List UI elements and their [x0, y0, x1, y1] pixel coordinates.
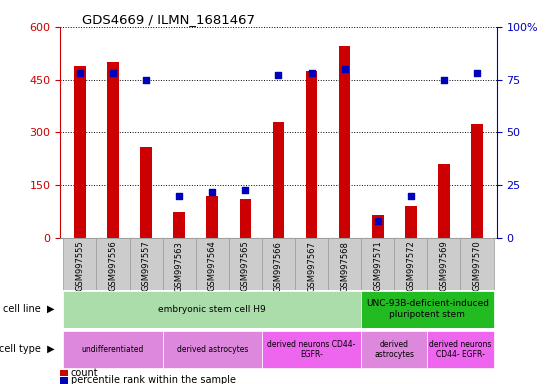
- Text: GSM997567: GSM997567: [307, 241, 316, 291]
- Point: [241, 187, 250, 193]
- Bar: [438, 164, 450, 238]
- Bar: [163, 331, 262, 368]
- Point: [440, 76, 448, 83]
- Point: [274, 73, 283, 79]
- Text: GSM997566: GSM997566: [274, 241, 283, 291]
- Text: GSM997557: GSM997557: [141, 241, 151, 291]
- Point: [109, 70, 117, 76]
- Bar: [394, 238, 428, 290]
- Text: GSM997569: GSM997569: [440, 241, 448, 291]
- Point: [340, 66, 349, 72]
- Point: [142, 76, 151, 83]
- Bar: [428, 238, 460, 290]
- Text: GSM997568: GSM997568: [340, 241, 349, 291]
- Bar: [372, 215, 383, 238]
- Point: [175, 193, 183, 199]
- Point: [373, 218, 382, 224]
- Bar: [195, 238, 229, 290]
- Text: derived
astrocytes: derived astrocytes: [374, 340, 414, 359]
- Bar: [339, 46, 351, 238]
- Bar: [63, 331, 163, 368]
- Text: GDS4669 / ILMN_1681467: GDS4669 / ILMN_1681467: [82, 13, 255, 26]
- Point: [307, 70, 316, 76]
- Bar: [129, 238, 163, 290]
- Bar: [295, 238, 328, 290]
- Bar: [361, 291, 494, 328]
- Bar: [163, 238, 195, 290]
- Text: GSM997556: GSM997556: [109, 241, 117, 291]
- Bar: [405, 207, 417, 238]
- Bar: [361, 331, 428, 368]
- Text: derived neurons
CD44- EGFR-: derived neurons CD44- EGFR-: [429, 340, 491, 359]
- Bar: [63, 291, 361, 328]
- Text: derived astrocytes: derived astrocytes: [176, 345, 248, 354]
- Bar: [174, 212, 185, 238]
- Text: GSM997564: GSM997564: [208, 241, 217, 291]
- Bar: [328, 238, 361, 290]
- Text: GSM997555: GSM997555: [75, 241, 85, 291]
- Bar: [240, 199, 251, 238]
- Point: [406, 193, 415, 199]
- Bar: [272, 122, 284, 238]
- Bar: [206, 196, 218, 238]
- Text: undifferentiated: undifferentiated: [82, 345, 144, 354]
- Bar: [60, 370, 68, 376]
- Bar: [262, 331, 361, 368]
- Bar: [460, 238, 494, 290]
- Bar: [63, 238, 97, 290]
- Text: UNC-93B-deficient-induced
pluripotent stem: UNC-93B-deficient-induced pluripotent st…: [366, 300, 489, 319]
- Bar: [60, 377, 68, 384]
- Text: cell type  ▶: cell type ▶: [0, 344, 55, 354]
- Bar: [140, 147, 152, 238]
- Text: GSM997571: GSM997571: [373, 241, 382, 291]
- Text: derived neurons CD44-
EGFR-: derived neurons CD44- EGFR-: [268, 340, 356, 359]
- Bar: [229, 238, 262, 290]
- Bar: [262, 238, 295, 290]
- Text: percentile rank within the sample: percentile rank within the sample: [71, 376, 236, 384]
- Bar: [471, 124, 483, 238]
- Text: count: count: [71, 368, 99, 378]
- Bar: [74, 66, 86, 238]
- Text: GSM997572: GSM997572: [406, 241, 416, 291]
- Point: [473, 70, 482, 76]
- Bar: [97, 238, 129, 290]
- Text: cell line  ▶: cell line ▶: [3, 304, 55, 314]
- Bar: [361, 238, 394, 290]
- Bar: [107, 62, 119, 238]
- Text: embryonic stem cell H9: embryonic stem cell H9: [158, 305, 266, 314]
- Text: GSM997563: GSM997563: [175, 241, 183, 291]
- Point: [208, 189, 217, 195]
- Bar: [428, 331, 494, 368]
- Text: GSM997565: GSM997565: [241, 241, 250, 291]
- Point: [75, 70, 84, 76]
- Text: GSM997570: GSM997570: [472, 241, 482, 291]
- Bar: [306, 71, 317, 238]
